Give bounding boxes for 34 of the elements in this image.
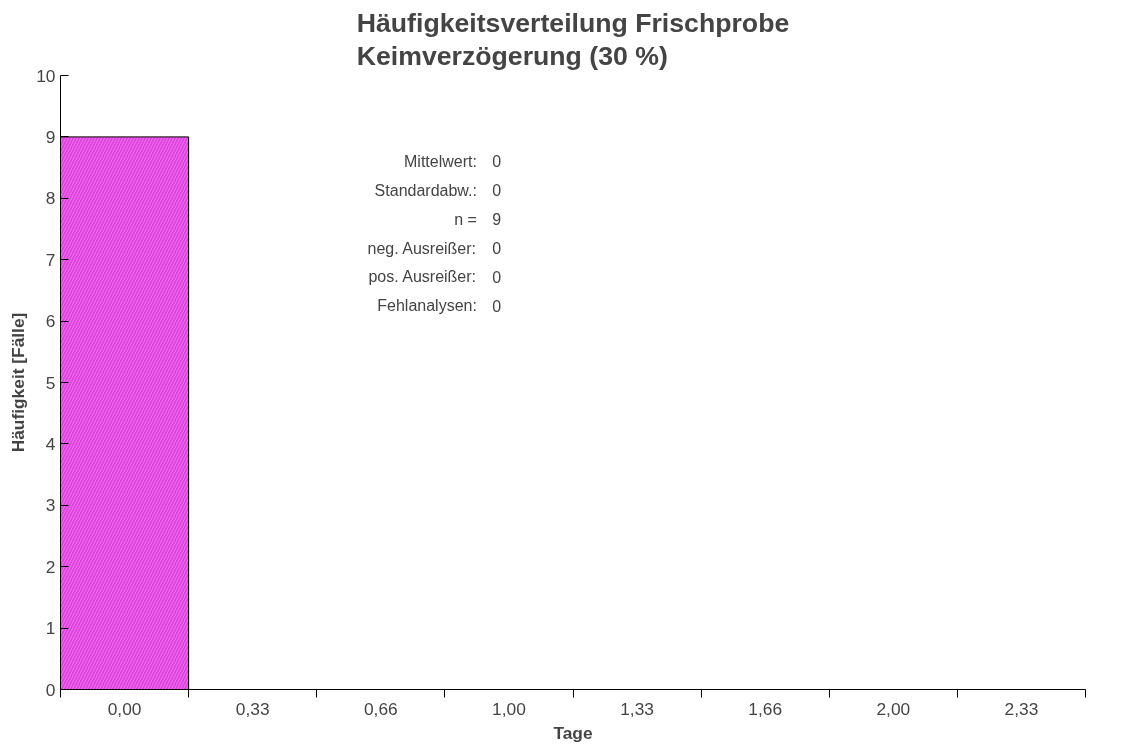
y-tick-label: 0 <box>45 679 56 700</box>
annotation: Standardabw.: <box>374 181 477 199</box>
x-tick-label: 2,33 <box>1004 698 1039 719</box>
x-tick-label: 1,33 <box>620 698 654 719</box>
annotation: 0 <box>492 153 502 171</box>
x-tick-label: 2,00 <box>876 698 911 719</box>
y-tick-label: 4 <box>45 433 56 454</box>
y-tick-label: 9 <box>45 126 56 147</box>
annotation: 0 <box>492 240 502 258</box>
x-axis-title: Tage <box>553 722 593 743</box>
x-tick-label: 0,00 <box>107 698 142 719</box>
y-tick-label: 10 <box>36 65 56 86</box>
annotation: Mittelwert: <box>404 152 477 170</box>
annotation: 0 <box>492 268 502 286</box>
y-tick-label: 6 <box>45 311 56 332</box>
y-tick-label: 3 <box>45 495 56 516</box>
y-tick-label: 1 <box>45 618 56 639</box>
x-tick-label: 1,00 <box>492 698 526 719</box>
annotation: neg. Ausreißer: <box>367 239 477 257</box>
annotation: 9 <box>492 211 502 229</box>
annotation: pos. Ausreißer: <box>368 268 477 286</box>
chart-title: Häufigkeitsverteilung Frischprobe Keimverzögerung (30 %) <box>356 7 790 71</box>
y-axis-title: Häufigkeit [Fälle] <box>8 312 29 453</box>
annotation: 0 <box>492 297 502 315</box>
x-tick-label: 0,66 <box>363 698 398 719</box>
x-tick-label: 0,33 <box>235 698 270 719</box>
y-tick-label: 7 <box>45 249 56 270</box>
y-tick-label: 5 <box>45 372 56 393</box>
annotation: n = <box>454 210 477 228</box>
y-tick-label: 2 <box>45 556 56 577</box>
y-tick-label: 8 <box>45 188 56 209</box>
annotation: Fehlanalysen: <box>377 297 477 315</box>
x-tick-label: 1,66 <box>748 698 783 719</box>
annotation: 0 <box>492 182 502 200</box>
